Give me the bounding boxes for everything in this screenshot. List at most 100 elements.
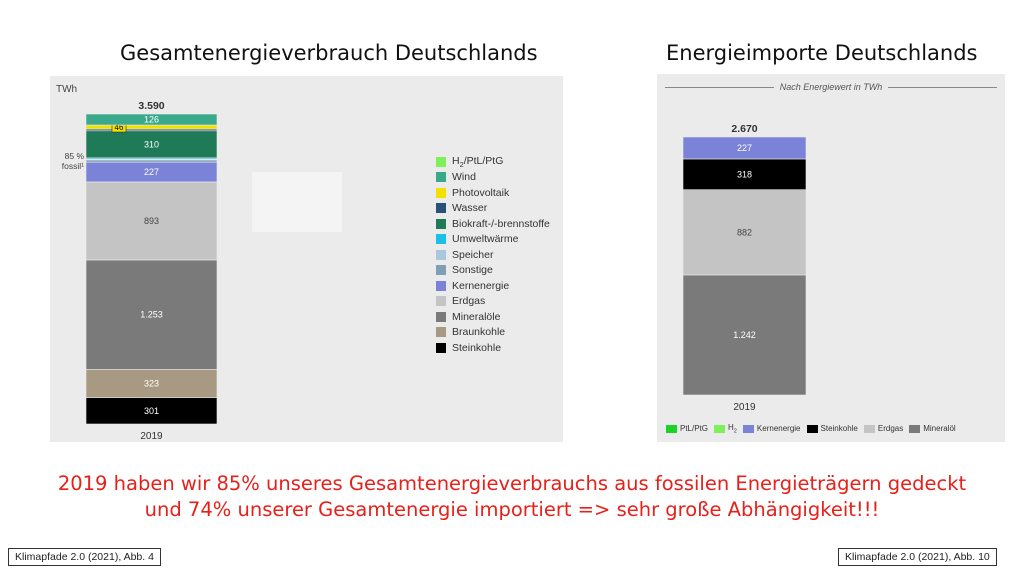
legend-label: Erdgas bbox=[877, 424, 904, 434]
legend-label: Sonstige bbox=[452, 264, 493, 277]
legend-swatch bbox=[436, 172, 446, 183]
legend-swatch bbox=[436, 234, 446, 245]
data-label-wind: 126 bbox=[144, 115, 159, 125]
legend-item-wasser: Wasser bbox=[436, 201, 550, 217]
legend-label: Wasser bbox=[452, 202, 488, 215]
legend-label: H2/PtL/PtG bbox=[452, 154, 504, 169]
legend-swatch bbox=[436, 218, 446, 229]
bar-segment-wind bbox=[85, 113, 218, 126]
right-chart-panel: Nach Energiewert in TWh 1.242 882 318 227 2.… bbox=[657, 74, 1005, 442]
left-chart-title: Gesamtenergieverbrauch Deutschlands bbox=[120, 41, 538, 65]
legend-item-mineralöl: Mineralöl bbox=[909, 424, 956, 434]
legend-swatch bbox=[436, 187, 446, 198]
legend-label: Braunkohle bbox=[452, 326, 506, 339]
legend-swatch bbox=[436, 156, 446, 167]
bar-segment-sonstige bbox=[85, 159, 218, 163]
legend-item-kernenergie: Kernenergie bbox=[742, 424, 801, 434]
total-label: 3.590 bbox=[138, 100, 164, 112]
legend-swatch bbox=[742, 424, 754, 433]
citation-left: Klimapfade 2.0 (2021), Abb. 4 bbox=[8, 548, 161, 566]
legend-item-erdgas: Erdgas bbox=[863, 424, 904, 434]
legend-swatch bbox=[909, 424, 921, 433]
bar-segment-mineralöle bbox=[85, 259, 218, 370]
legend-swatch bbox=[436, 249, 446, 260]
data-label-steinkohle: 301 bbox=[144, 406, 159, 416]
legend-item-h: H2 bbox=[714, 423, 737, 435]
right-subtitle: Nach Energiewert in TWh bbox=[665, 82, 998, 92]
data-label-erdgas: 882 bbox=[737, 227, 752, 237]
legend-label: Erdgas bbox=[452, 295, 486, 308]
legend-item-steinkohle: Steinkohle bbox=[436, 340, 550, 356]
legend-label: Mineralöle bbox=[452, 310, 501, 323]
data-label-photovoltaik: 46 bbox=[115, 123, 124, 132]
legend-label: H2 bbox=[728, 423, 737, 435]
legend-swatch bbox=[863, 424, 875, 433]
legend-item-h-ptl-ptg: H2/PtL/PtG bbox=[436, 154, 550, 170]
data-label-mineralöl: 1.242 bbox=[733, 330, 756, 340]
legend-label: Steinkohle bbox=[452, 341, 502, 354]
legend-item-kernenergie: Kernenergie bbox=[436, 278, 550, 294]
message-line-2: und 74% unserer Gesamtenergie importiert… bbox=[144, 498, 880, 521]
bar-segment-erdgas bbox=[682, 189, 807, 276]
legend-swatch bbox=[436, 203, 446, 214]
total-label: 2.670 bbox=[731, 123, 757, 135]
legend-item-braunkohle: Braunkohle bbox=[436, 325, 550, 341]
data-label-mineralöle: 1.253 bbox=[140, 310, 163, 320]
legend-item-steinkohle: Steinkohle bbox=[806, 424, 858, 433]
subtitle-rule-left bbox=[665, 86, 774, 88]
bar-segment-kernenergie bbox=[682, 136, 807, 160]
legend-label: Mineralöl bbox=[923, 424, 956, 434]
bar-segment-mineralöl bbox=[682, 274, 807, 396]
legend-swatch bbox=[436, 327, 446, 338]
citation-right: Klimapfade 2.0 (2021), Abb. 10 bbox=[838, 548, 997, 566]
x-tick-label: 2019 bbox=[140, 431, 163, 442]
left-chart-panel: TWh 85 % fossil¹ 301 323 1.253 893 227 310 46 1… bbox=[50, 76, 563, 442]
message-line-1: 2019 haben wir 85% unseres Gesamtenergie… bbox=[57, 472, 967, 495]
legend-item-speicher: Speicher bbox=[436, 247, 550, 263]
legend-item-mineralöle: Mineralöle bbox=[436, 309, 550, 325]
subtitle-rule-right bbox=[888, 86, 998, 88]
legend-item-photovoltaik: Photovoltaik bbox=[436, 185, 550, 201]
legend-label: Photovoltaik bbox=[452, 186, 510, 199]
fossil-note: 85 % fossil¹ bbox=[56, 151, 84, 171]
legend-swatch bbox=[436, 342, 446, 353]
data-label-kernenergie: 227 bbox=[144, 167, 159, 177]
legend-swatch bbox=[666, 424, 677, 433]
legend-item-umweltwärme: Umweltwärme bbox=[436, 232, 550, 248]
legend-item-wind: Wind bbox=[436, 170, 550, 186]
bar-segment-biokraft-brennstoffe bbox=[85, 130, 218, 159]
data-label-kernenergie: 227 bbox=[737, 143, 752, 153]
legend-label: Wind bbox=[452, 171, 476, 184]
right-legend: PtL/PtG H2 Kernenergie Steinkohle Erdgas Mine… bbox=[666, 423, 962, 435]
legend-label: Kernenergie bbox=[452, 279, 510, 292]
data-label-erdgas: 893 bbox=[144, 216, 159, 226]
legend-swatch bbox=[806, 424, 818, 433]
legend-label: Speicher bbox=[452, 248, 494, 261]
legend-item-sonstige: Sonstige bbox=[436, 263, 550, 279]
placeholder-box bbox=[252, 172, 342, 232]
right-bar-chart: 1.242 882 318 227 2.670 2019 bbox=[682, 123, 807, 413]
bar-segment-steinkohle bbox=[682, 158, 807, 190]
legend-label: PtL/PtG bbox=[680, 424, 709, 434]
fossil-note-text: fossil¹ bbox=[61, 161, 84, 171]
bar-segment-photovoltaik bbox=[85, 124, 218, 130]
unit-label: TWh bbox=[56, 84, 78, 95]
right-subtitle-text: Nach Energiewert in TWh bbox=[779, 82, 883, 92]
legend-swatch bbox=[436, 280, 446, 291]
data-label-steinkohle: 318 bbox=[737, 169, 752, 179]
legend-item-biokraft-brennstoffe: Biokraft-/-brennstoffe bbox=[436, 216, 550, 232]
x-tick-label: 2019 bbox=[733, 402, 756, 413]
legend-item-erdgas: Erdgas bbox=[436, 294, 550, 310]
legend-swatch bbox=[714, 424, 726, 433]
legend-label: Biokraft-/-brennstoffe bbox=[452, 217, 550, 230]
legend-swatch bbox=[436, 296, 446, 307]
fossil-note-percent: 85 % bbox=[64, 151, 84, 161]
left-bar-chart: 301 323 1.253 893 227 310 46 126 3.590 2019 bbox=[85, 100, 218, 442]
left-legend: H2/PtL/PtG Wind Photovoltaik Wasser Biokraft… bbox=[436, 154, 550, 356]
data-label-biokraft-brennstoffe: 310 bbox=[144, 139, 159, 149]
legend-label: Kernenergie bbox=[756, 424, 801, 434]
bar-segment-steinkohle bbox=[85, 397, 218, 425]
legend-item-ptl-ptg: PtL/PtG bbox=[666, 424, 708, 433]
legend-swatch bbox=[436, 265, 446, 276]
legend-swatch bbox=[436, 311, 446, 322]
